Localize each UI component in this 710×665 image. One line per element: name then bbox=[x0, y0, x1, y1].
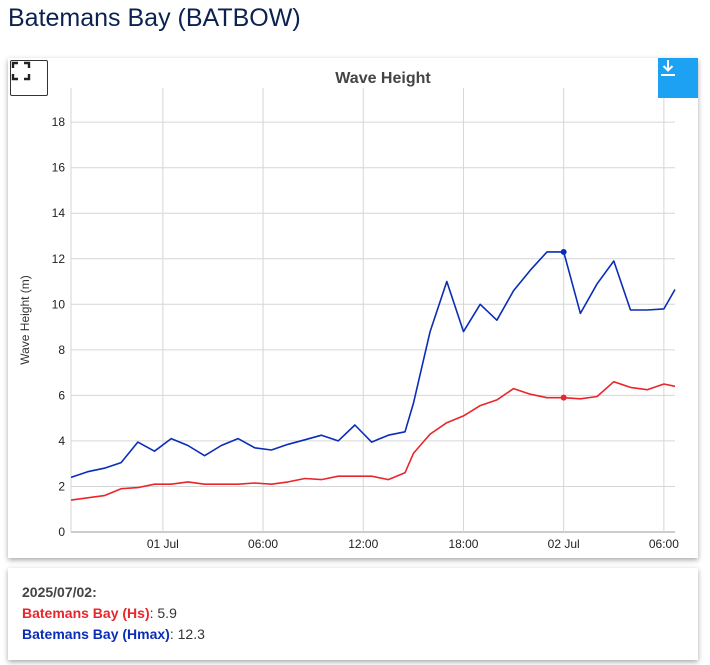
x-tick-label: 02 Jul bbox=[548, 537, 580, 551]
y-tick-label: 18 bbox=[52, 115, 66, 129]
y-tick-label: 16 bbox=[52, 161, 66, 175]
tooltip-separator: : bbox=[169, 626, 178, 642]
wave-height-chart: 0 2 4 6 8 10 12 14 16 18 01 Jul 06:00 12:00 18:00 02 J… bbox=[18, 70, 679, 551]
tooltip-value: 5.9 bbox=[157, 605, 177, 621]
tooltip-date: 2025/07/02: bbox=[22, 584, 97, 600]
y-tick-label: 2 bbox=[58, 479, 65, 493]
tooltip-row-hs: Batemans Bay (Hs): 5.9 bbox=[22, 603, 698, 624]
x-tick-label: 12:00 bbox=[348, 537, 378, 551]
series-line-hmax bbox=[70, 251, 676, 479]
fullscreen-button[interactable] bbox=[10, 60, 48, 96]
chart-panel: 0 2 4 6 8 10 12 14 16 18 01 Jul 06:00 12:00 18:00 02 J… bbox=[8, 58, 698, 558]
y-tick-label: 14 bbox=[52, 206, 66, 220]
x-tick-label: 01 Jul bbox=[147, 537, 179, 551]
tooltip-separator: : bbox=[149, 605, 158, 621]
x-tick-label: 06:00 bbox=[649, 537, 679, 551]
y-tick-label: 6 bbox=[58, 388, 65, 402]
tooltip-value: 12.3 bbox=[177, 626, 205, 642]
fullscreen-icon bbox=[11, 61, 31, 81]
y-tick-label: 8 bbox=[58, 343, 65, 357]
y-tick-label: 10 bbox=[52, 297, 66, 311]
y-axis-label: Wave Height (m) bbox=[18, 275, 32, 365]
series-line-hs bbox=[70, 380, 676, 501]
y-tick-label: 4 bbox=[58, 434, 65, 448]
download-icon bbox=[661, 60, 675, 76]
tooltip-panel: 2025/07/02: Batemans Bay (Hs): 5.9 Batem… bbox=[8, 568, 698, 660]
page-title: Batemans Bay (BATBOW) bbox=[8, 4, 301, 32]
tooltip-row-hmax: Batemans Bay (Hmax): 12.3 bbox=[22, 624, 698, 645]
x-tick-label: 06:00 bbox=[248, 537, 278, 551]
download-button[interactable] bbox=[658, 58, 698, 98]
chart-title: Wave Height bbox=[335, 70, 431, 87]
y-tick-label: 0 bbox=[58, 525, 65, 539]
tooltip-series-name: Batemans Bay (Hs) bbox=[22, 605, 150, 621]
highlight-point-hmax bbox=[560, 248, 567, 255]
tooltip-series-name: Batemans Bay (Hmax) bbox=[22, 626, 170, 642]
x-tick-label: 18:00 bbox=[448, 537, 478, 551]
y-tick-label: 12 bbox=[52, 252, 66, 266]
highlight-point-hs bbox=[560, 394, 567, 401]
